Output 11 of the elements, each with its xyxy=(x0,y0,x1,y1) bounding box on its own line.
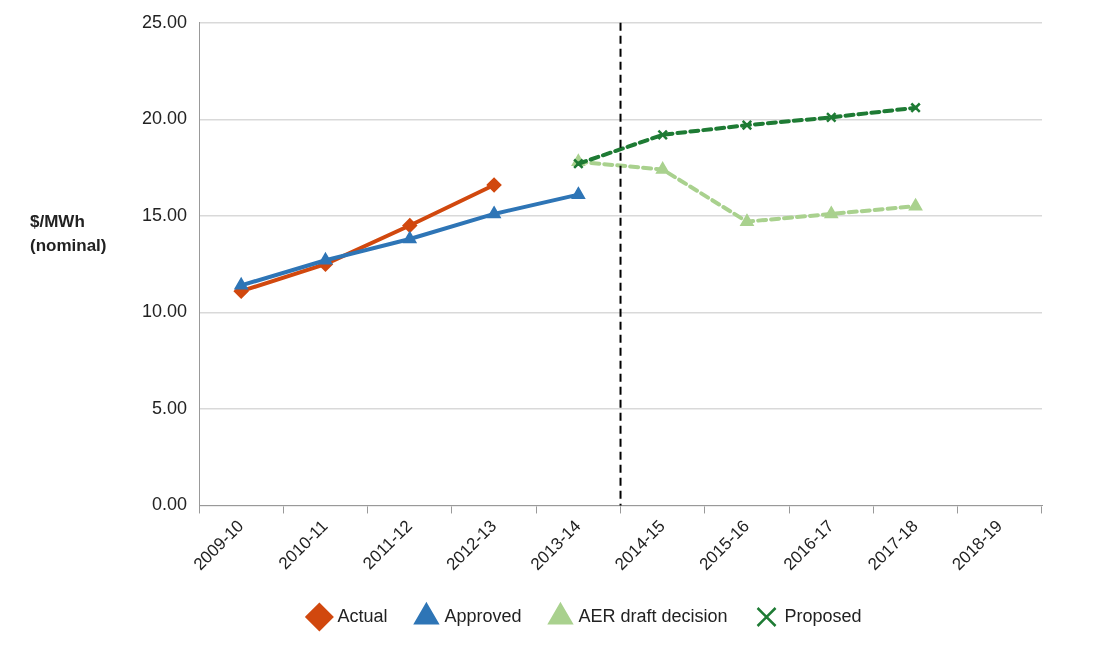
legend-label: Proposed xyxy=(784,605,862,626)
y-tick-label: 25.00 xyxy=(142,11,188,32)
y-tick-label: 15.00 xyxy=(142,204,188,225)
y-tick-label: 20.00 xyxy=(142,108,188,129)
legend-label: AER draft decision xyxy=(578,605,728,626)
legend-label: Actual xyxy=(337,605,388,626)
y-tick-label: 10.00 xyxy=(142,301,188,322)
y-tick-label: 0.00 xyxy=(152,494,188,515)
y-axis-title: $/MWh (nominal) xyxy=(30,211,108,257)
legend-label: Approved xyxy=(444,605,522,626)
y-tick-label: 5.00 xyxy=(152,397,188,418)
